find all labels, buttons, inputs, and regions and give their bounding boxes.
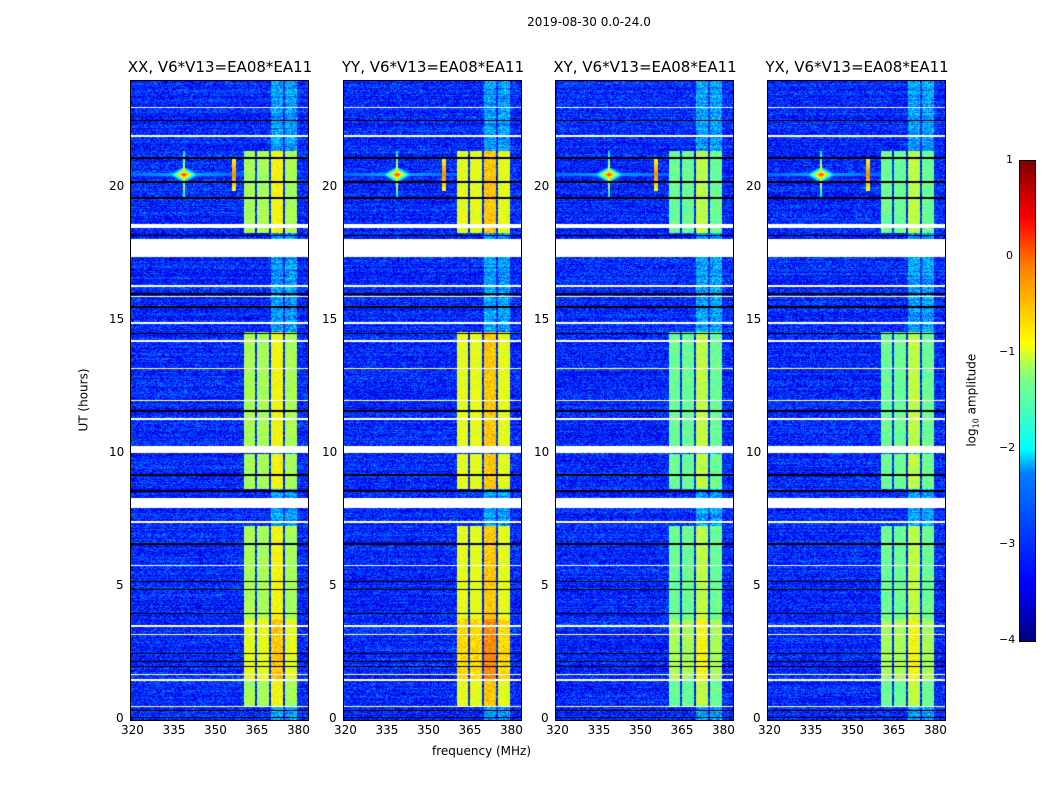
colorbar-tick-label: −1 [999, 345, 1016, 358]
x-tick-label: 350 [628, 723, 652, 737]
y-tick-label: 0 [541, 711, 549, 725]
x-axis-label: frequency (MHz) [432, 744, 532, 758]
colorbar-tick-label: −3 [999, 537, 1016, 550]
y-tick-label: 15 [322, 311, 338, 326]
heatmap-image [344, 81, 521, 720]
x-tick-label: 320 [758, 723, 781, 737]
colorbar-tick-label: 0 [1006, 249, 1013, 262]
y-tick-label: 10 [109, 444, 125, 459]
colorbar [1019, 160, 1036, 642]
heatmap-image [131, 81, 308, 720]
panel-title: YX, V6*V13=EA08*EA11 [765, 58, 949, 76]
x-tick-label: 380 [923, 723, 947, 737]
x-tick-label: 350 [840, 723, 864, 737]
x-tick-label: 335 [799, 723, 823, 737]
waterfall-panel [130, 80, 309, 721]
x-tick-label: 365 [458, 723, 482, 737]
x-tick-label: 365 [670, 723, 694, 737]
x-tick-label: 320 [546, 723, 569, 737]
y-tick-label: 15 [109, 311, 125, 326]
x-tick-label: 350 [203, 723, 227, 737]
y-axis-label: UT (hours) [76, 368, 91, 432]
x-tick-label: 335 [375, 723, 399, 737]
x-tick-label: 365 [245, 723, 269, 737]
x-tick-label: 350 [416, 723, 440, 737]
y-tick-label: 0 [329, 711, 337, 725]
heatmap-image [768, 81, 945, 720]
y-tick-label: 20 [322, 178, 338, 193]
waterfall-panel [767, 80, 946, 721]
colorbar-tick-label: −4 [999, 633, 1016, 646]
x-tick-label: 335 [587, 723, 611, 737]
x-tick-label: 380 [286, 723, 310, 737]
y-tick-label: 5 [329, 577, 337, 592]
y-tick-label: 20 [746, 178, 762, 193]
y-tick-label: 15 [534, 311, 550, 326]
panel-title: XY, V6*V13=EA08*EA11 [553, 58, 737, 76]
figure-title: 2019-08-30 0.0-24.0 [527, 15, 651, 29]
panel-title: XX, V6*V13=EA08*EA11 [127, 58, 313, 76]
y-tick-label: 20 [534, 178, 550, 193]
panel-title: YY, V6*V13=EA08*EA11 [341, 58, 525, 76]
colorbar-tick-label: −2 [999, 441, 1016, 454]
waterfall-panel [555, 80, 734, 721]
y-tick-label: 5 [541, 577, 549, 592]
x-tick-label: 380 [711, 723, 735, 737]
y-tick-label: 10 [746, 444, 762, 459]
y-tick-label: 10 [534, 444, 550, 459]
colorbar-tick-label: 1 [1006, 153, 1013, 166]
y-tick-label: 10 [322, 444, 338, 459]
y-tick-label: 0 [116, 711, 124, 725]
y-tick-label: 5 [753, 577, 761, 592]
y-tick-label: 0 [753, 711, 761, 725]
y-tick-label: 5 [116, 577, 124, 592]
x-tick-label: 380 [499, 723, 523, 737]
y-tick-label: 20 [109, 178, 125, 193]
waterfall-panel [343, 80, 522, 721]
y-tick-label: 15 [746, 311, 762, 326]
x-tick-label: 320 [121, 723, 144, 737]
heatmap-image [556, 81, 733, 720]
colorbar-label: log10 amplitude [964, 353, 981, 447]
x-tick-label: 335 [162, 723, 186, 737]
x-tick-label: 365 [882, 723, 906, 737]
x-tick-label: 320 [334, 723, 357, 737]
